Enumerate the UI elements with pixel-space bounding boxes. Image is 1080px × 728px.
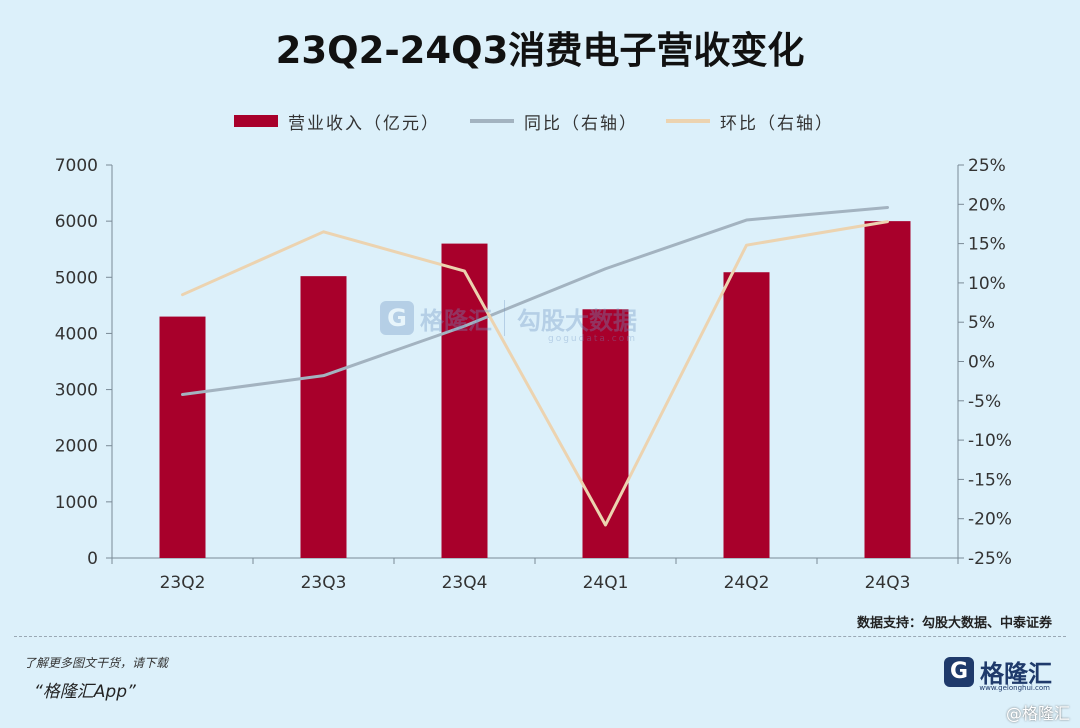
left-tick-label: 0 [87, 549, 98, 569]
right-tick-label: 15% [968, 235, 1006, 255]
left-tick-label: 6000 [55, 212, 98, 232]
left-tick-label: 4000 [55, 324, 98, 344]
x-tick-label: 23Q3 [301, 573, 347, 593]
watermark-divider [504, 300, 505, 336]
right-tick-label: 25% [968, 156, 1006, 176]
brand-name: 格隆汇 [980, 660, 1052, 688]
legend-swatch-yoy [470, 119, 514, 123]
legend-label-revenue: 营业收入（亿元） [288, 113, 440, 134]
right-tick-label: 10% [968, 274, 1006, 294]
right-tick-label: 20% [968, 195, 1006, 215]
watermark-data-brand: 勾股大数据 [517, 306, 637, 335]
legend-item-revenue: 营业收入（亿元） [234, 108, 440, 134]
corner-watermark: @格隆汇 [1005, 704, 1070, 723]
left-tick-label: 7000 [55, 156, 98, 176]
x-tick-label: 23Q4 [442, 573, 488, 593]
brand-logo-block: G 格隆汇 www.gelonghui.com [944, 654, 1052, 692]
right-tick-label: -10% [968, 431, 1012, 451]
yoy-line [181, 205, 889, 397]
legend-item-yoy: 同比（右轴） [470, 108, 638, 134]
x-tick-label: 24Q1 [583, 573, 629, 593]
left-tick-label: 5000 [55, 268, 98, 288]
chart-plot: 0 1000 2000 3000 4000 5000 6000 7000 -25% -20% -15… [55, 156, 1012, 593]
chart-title: 23Q2-24Q3消费电子营收变化 [275, 29, 805, 72]
brand-url: www.gelonghui.com [979, 684, 1050, 692]
right-tick-label: -15% [968, 470, 1012, 490]
left-tick-label: 1000 [55, 493, 98, 513]
legend-label-yoy: 同比（右轴） [524, 113, 638, 134]
right-tick-label: -5% [968, 392, 1001, 412]
bar [864, 221, 911, 558]
watermark-brand: 格隆汇 [420, 306, 492, 335]
watermark: G 格隆汇 勾股大数据 gogudata.com [380, 300, 637, 344]
right-tick-label: -20% [968, 510, 1012, 530]
bar [441, 243, 488, 558]
left-tick-label: 2000 [55, 437, 98, 457]
legend-swatch-revenue [234, 115, 278, 127]
x-tick-label: 24Q3 [865, 573, 911, 593]
right-tick-label: 0% [968, 353, 995, 373]
right-tick-label: -25% [968, 549, 1012, 569]
bar [723, 272, 770, 558]
x-tick-label: 24Q2 [724, 573, 770, 593]
legend-item-qoq: 环比（右轴） [666, 108, 834, 134]
watermark-logo-icon: G [380, 301, 414, 335]
bar [300, 276, 347, 558]
footer-divider [14, 636, 1066, 637]
bar [159, 316, 206, 558]
footer-promo-text: 了解更多图文干货，请下载 [24, 656, 169, 670]
right-tick-label: 5% [968, 313, 995, 333]
legend: 营业收入（亿元） 同比（右轴） 环比（右轴） [0, 108, 1080, 134]
footer-app-name: “格隆汇App” [34, 682, 136, 702]
source-note: 数据支持：勾股大数据、中泰证券 [856, 616, 1052, 631]
bar [582, 309, 629, 558]
x-tick-label: 23Q2 [160, 573, 206, 593]
legend-label-qoq: 环比（右轴） [720, 113, 834, 134]
left-tick-label: 3000 [55, 381, 98, 401]
watermark-url: gogudata.com [548, 334, 637, 344]
qoq-line [181, 220, 889, 527]
legend-swatch-qoq [666, 119, 710, 123]
brand-logo-icon: G [944, 656, 974, 687]
